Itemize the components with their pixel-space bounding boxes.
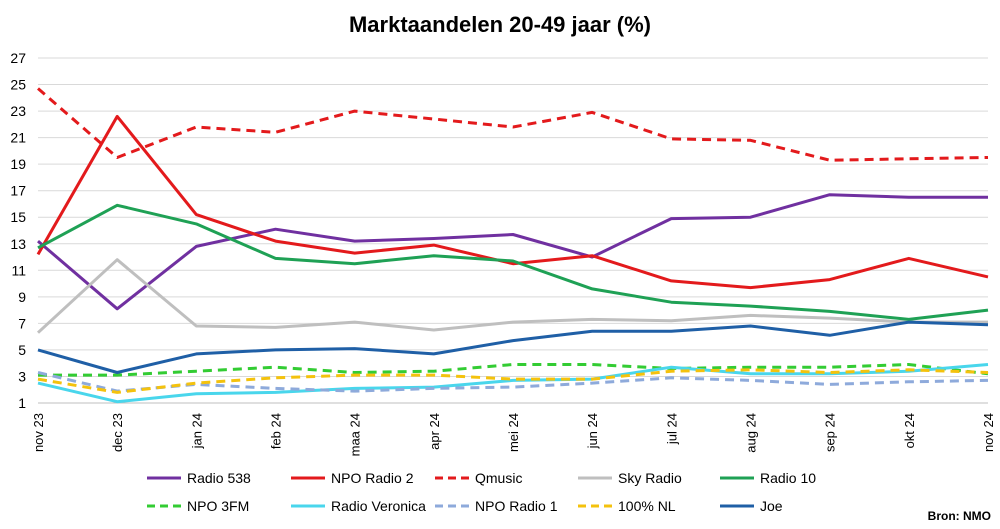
legend-item: Radio Veronica: [291, 498, 426, 514]
legend-item: 100% NL: [578, 498, 676, 514]
series-line-radio-538: [37, 193, 988, 311]
series-line-sky-radio: [36, 258, 988, 334]
legend-item: Radio 10: [720, 470, 816, 486]
legend-label: NPO Radio 2: [331, 470, 414, 486]
x-tick-label: nov 24: [981, 413, 996, 452]
y-tick-label: 27: [10, 50, 26, 66]
chart-title: Marktaandelen 20-49 jaar (%): [349, 12, 651, 37]
y-tick-label: 1: [18, 395, 26, 411]
y-tick-label: 15: [10, 209, 26, 225]
x-tick-label: nov 23: [31, 413, 46, 452]
x-tick-label: jul 24: [664, 413, 679, 445]
x-tick-label: feb 24: [269, 413, 284, 449]
series-line-npo-radio-2: [36, 114, 989, 290]
legend-label: Radio 538: [187, 470, 251, 486]
legend-label: Sky Radio: [618, 470, 682, 486]
legend-label: NPO 3FM: [187, 498, 249, 514]
series-line-qmusic: [37, 87, 989, 162]
series-line-radio-veronica: [37, 363, 989, 404]
x-tick-label: sep 24: [823, 413, 838, 452]
legend-item: Qmusic: [435, 470, 522, 486]
y-tick-label: 11: [11, 262, 26, 278]
series-line-radio-10: [37, 203, 989, 321]
series-lines: [36, 87, 989, 404]
y-tick-label: 17: [10, 183, 26, 199]
x-tick-label: mei 24: [506, 413, 521, 452]
legend-label: Radio Veronica: [331, 498, 426, 514]
source-note: Bron: NMO: [928, 509, 991, 523]
x-tick-label: okt 24: [902, 413, 917, 448]
legend-label: Qmusic: [475, 470, 522, 486]
legend-item: NPO 3FM: [147, 498, 249, 514]
x-tick-label: dec 23: [110, 413, 125, 452]
y-tick-label: 25: [10, 77, 26, 93]
y-tick-label: 21: [10, 130, 26, 146]
legend-label: Joe: [760, 498, 783, 514]
x-tick-label: apr 24: [427, 413, 442, 450]
x-tick-label: jan 24: [189, 413, 204, 449]
legend-label: 100% NL: [618, 498, 676, 514]
y-tick-label: 13: [10, 236, 26, 252]
x-tick-label: jun 24: [585, 413, 600, 449]
legend-item: NPO Radio 1: [435, 498, 558, 514]
y-tick-label: 5: [18, 342, 26, 358]
gridlines: [38, 57, 988, 404]
x-tick-label: aug 24: [744, 413, 759, 453]
x-tick-label: maa 24: [348, 413, 363, 456]
legend-item: Sky Radio: [578, 470, 682, 486]
y-tick-label: 23: [10, 103, 26, 119]
legend-label: NPO Radio 1: [475, 498, 558, 514]
y-tick-label: 3: [18, 368, 26, 384]
legend-item: Joe: [720, 498, 783, 514]
legend: Radio 538 NPO Radio 2 Qmusic Sky Radio Radio…: [147, 470, 816, 514]
legend-item: Radio 538: [147, 470, 251, 486]
legend-item: NPO Radio 2: [291, 470, 414, 486]
series-line-npo-3fm: [38, 363, 989, 377]
y-tick-label: 19: [10, 156, 26, 172]
legend-label: Radio 10: [760, 470, 816, 486]
series-line-joe: [37, 320, 989, 374]
y-tick-label: 9: [18, 289, 26, 305]
x-axis-ticks: nov 23 dec 23 jan 24 feb 24 maa 24 apr 24 mei …: [31, 413, 996, 456]
y-tick-label: 7: [18, 315, 26, 331]
